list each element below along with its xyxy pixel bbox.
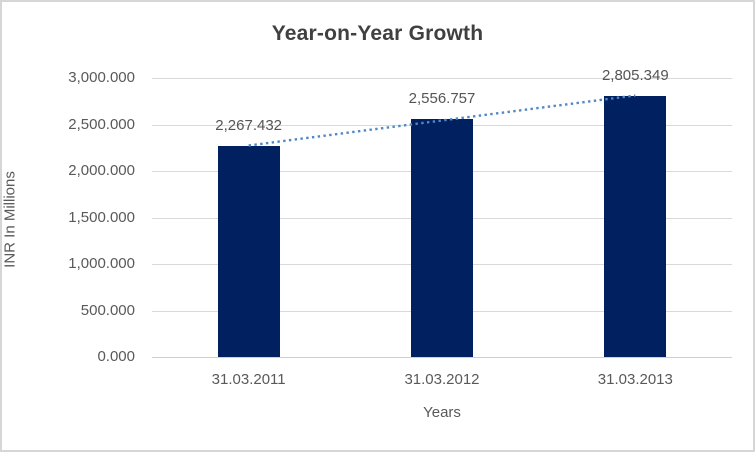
- data-label: 2,267.432: [215, 117, 283, 135]
- bar-31.03.2011: [217, 146, 280, 357]
- trendline: [248, 94, 636, 147]
- bar-31.03.2012: [411, 119, 473, 357]
- data-label: 2,805.349: [601, 67, 669, 85]
- x-axis-line: [152, 357, 732, 358]
- y-tick-label: 3,000.000: [68, 69, 135, 86]
- y-tick-label: 1,000.000: [68, 255, 135, 272]
- y-tick-label: 0.000: [97, 348, 135, 365]
- x-axis-title: Years: [423, 404, 461, 421]
- plot-area: 2,267.432 2,556.757 2,805.349: [152, 67, 732, 358]
- x-tick-label: 31.03.2013: [597, 371, 673, 388]
- y-tick-label: 500.000: [80, 301, 135, 319]
- y-tick-label: 1,500.000: [68, 208, 135, 226]
- x-tick-label: 31.03.2011: [211, 371, 286, 388]
- gridline: [152, 78, 732, 79]
- y-tick-label: 2,500.000: [68, 115, 135, 133]
- bar-31.03.2013: [604, 96, 667, 357]
- x-tick-label: 31.03.2012: [404, 371, 480, 388]
- y-tick-label: 2,000.000: [68, 162, 135, 179]
- chart-title: Year-on-Year Growth: [271, 22, 484, 45]
- data-label: 2,556.757: [408, 90, 476, 108]
